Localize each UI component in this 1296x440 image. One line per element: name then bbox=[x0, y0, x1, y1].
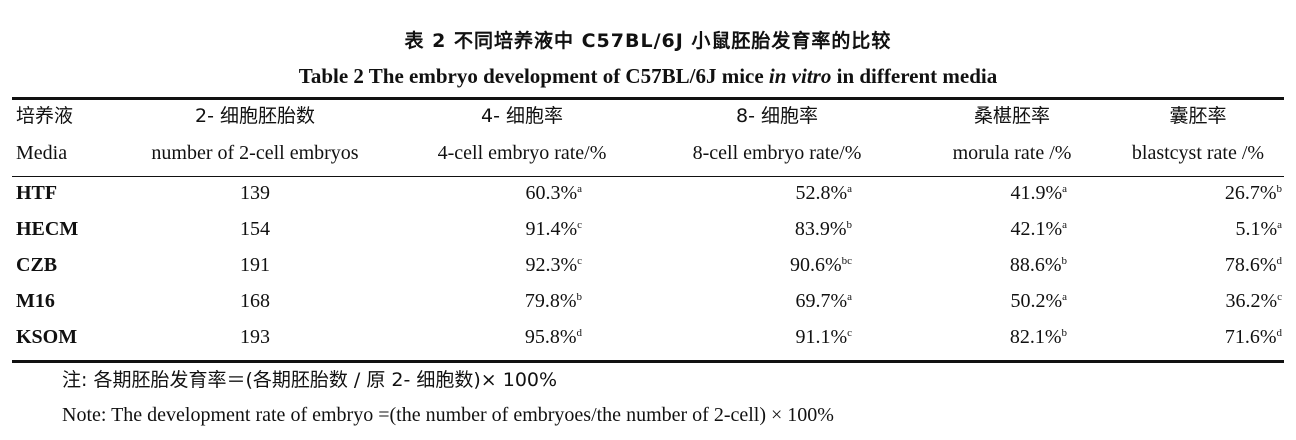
cell-media: HECM bbox=[16, 218, 79, 240]
header-row-cn: 培养液 2- 细胞胚胎数 4- 细胞率 8- 细胞率 桑椹胚率 囊胚率 bbox=[12, 101, 1284, 131]
header-cn-8cell: 8- 细胞率 bbox=[736, 105, 818, 127]
cell-4cell-rate: 92.3%c bbox=[525, 254, 582, 276]
cell-8cell-rate: 91.1%c bbox=[795, 326, 852, 348]
cell-4cell-rate: 95.8%d bbox=[524, 326, 582, 348]
cell-8cell-rate: 90.6%bc bbox=[789, 254, 852, 276]
table-title-en-italic: in vitro bbox=[768, 64, 832, 88]
cell-2cell-count: 168 bbox=[240, 290, 270, 312]
table-bottom-rule bbox=[12, 360, 1284, 363]
footnote-cn: 注: 各期胚胎发育率＝(各期胚胎数 / 原 2- 细胞数)× 100% bbox=[62, 369, 558, 391]
cell-2cell-count: 191 bbox=[240, 254, 270, 276]
cell-2cell-count: 154 bbox=[240, 218, 270, 240]
table-title-en: Table 2 The embryo development of C57BL/… bbox=[0, 64, 1296, 89]
cell-media: KSOM bbox=[16, 326, 78, 348]
header-en-2cell: number of 2-cell embryos bbox=[151, 142, 359, 164]
table-title-en-part2: in different media bbox=[831, 64, 998, 88]
cell-media: HTF bbox=[16, 182, 58, 204]
cell-morula-rate: 42.1%a bbox=[1010, 218, 1067, 240]
header-cn-morula: 桑椹胚率 bbox=[973, 105, 1050, 127]
cell-8cell-rate: 52.8%a bbox=[795, 182, 852, 204]
footnote-en: Note: The development rate of embryo =(t… bbox=[62, 404, 834, 426]
cell-4cell-rate: 91.4%c bbox=[525, 218, 582, 240]
cell-8cell-rate: 69.7%a bbox=[795, 290, 852, 312]
cell-media: M16 bbox=[16, 290, 55, 312]
header-en-blastocyst: blastcyst rate /% bbox=[1131, 142, 1265, 164]
cell-4cell-rate: 79.8%b bbox=[524, 290, 582, 312]
table-row: CZB 191 92.3%c 90.6%bc 88.6%b 78.6%d bbox=[12, 250, 1284, 280]
table-header-rule bbox=[12, 176, 1284, 177]
cell-morula-rate: 50.2%a bbox=[1010, 290, 1067, 312]
table-top-rule bbox=[12, 97, 1284, 100]
cell-blastocyst-rate: 36.2%c bbox=[1225, 290, 1282, 312]
header-cn-2cell: 2- 细胞胚胎数 bbox=[195, 105, 315, 127]
cell-morula-rate: 88.6%b bbox=[1009, 254, 1067, 276]
cell-blastocyst-rate: 5.1%a bbox=[1235, 218, 1282, 240]
cell-blastocyst-rate: 71.6%d bbox=[1224, 326, 1282, 348]
cell-4cell-rate: 60.3%a bbox=[525, 182, 582, 204]
table-row: HTF 139 60.3%a 52.8%a 41.9%a 26.7%b bbox=[12, 178, 1284, 208]
header-row-en: Media number of 2-cell embryos 4-cell em… bbox=[12, 138, 1284, 168]
header-en-morula: morula rate /% bbox=[952, 142, 1072, 164]
header-cn-media: 培养液 bbox=[16, 105, 74, 127]
cell-blastocyst-rate: 26.7%b bbox=[1224, 182, 1282, 204]
cell-media: CZB bbox=[16, 254, 58, 276]
header-en-media: Media bbox=[16, 142, 68, 164]
table-row: HECM 154 91.4%c 83.9%b 42.1%a 5.1%a bbox=[12, 214, 1284, 244]
cell-morula-rate: 41.9%a bbox=[1010, 182, 1067, 204]
table-row: M16 168 79.8%b 69.7%a 50.2%a 36.2%c bbox=[12, 286, 1284, 316]
cell-blastocyst-rate: 78.6%d bbox=[1224, 254, 1282, 276]
cell-morula-rate: 82.1%b bbox=[1009, 326, 1067, 348]
header-en-4cell: 4-cell embryo rate/% bbox=[437, 142, 607, 164]
cell-8cell-rate: 83.9%b bbox=[794, 218, 852, 240]
table-row: KSOM 193 95.8%d 91.1%c 82.1%b 71.6%d bbox=[12, 322, 1284, 352]
table-title-en-part1: Table 2 The embryo development of C57BL/… bbox=[298, 64, 769, 88]
header-cn-4cell: 4- 细胞率 bbox=[481, 105, 563, 127]
cell-2cell-count: 193 bbox=[240, 326, 270, 348]
cell-2cell-count: 139 bbox=[240, 182, 270, 204]
table-title-cn: 表 2 不同培养液中 C57BL/6J 小鼠胚胎发育率的比较 bbox=[404, 30, 892, 52]
header-en-8cell: 8-cell embryo rate/% bbox=[692, 142, 862, 164]
header-cn-blastocyst: 囊胚率 bbox=[1169, 105, 1227, 127]
